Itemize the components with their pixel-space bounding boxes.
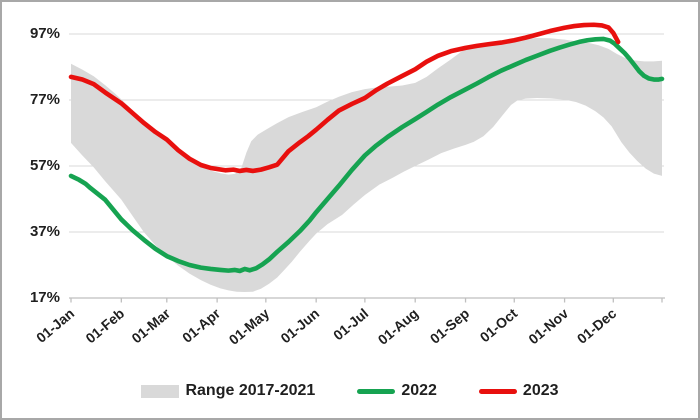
legend: Range 2017-2021 2022 2023	[2, 376, 698, 406]
legend-label-2022: 2022	[401, 382, 437, 399]
y-axis-tick-label: 17%	[29, 289, 60, 306]
legend-item-2022: 2022	[357, 382, 437, 400]
green-line-swatch-icon	[357, 388, 396, 394]
range-band-swatch-icon	[141, 384, 180, 398]
legend-item-2023: 2023	[478, 382, 559, 400]
y-axis-tick-label: 77%	[29, 91, 60, 108]
line-2023	[68, 22, 621, 174]
y-axis-tick-label: 97%	[29, 25, 60, 42]
legend-label-range: Range 2017-2021	[185, 382, 316, 399]
line-2022	[68, 36, 665, 274]
y-axis-tick-label: 37%	[29, 223, 60, 240]
legend-label-2023: 2023	[522, 382, 559, 399]
range-band	[71, 37, 662, 293]
y-axis-tick-label: 57%	[29, 157, 60, 174]
legend-item-range: Range 2017-2021	[141, 382, 315, 400]
red-line-swatch-icon	[478, 388, 517, 394]
